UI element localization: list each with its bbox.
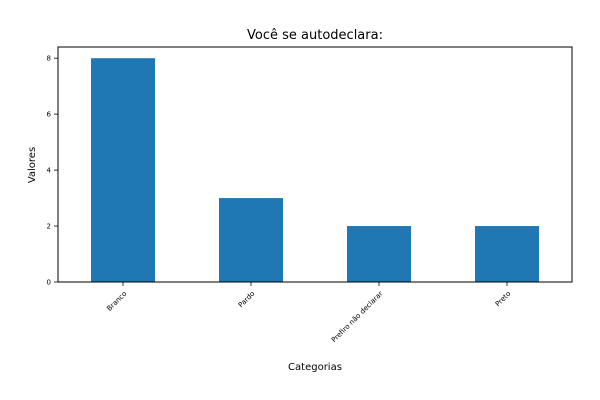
plot-frame (57, 46, 573, 283)
bar-pardo (219, 198, 283, 282)
x-tick-label: Preto (494, 290, 512, 308)
y-tick-label: 6 (47, 111, 52, 119)
x-axis-label: Categorias (288, 362, 342, 373)
x-axis: Branco Pardo Prefiro não declarar Preto (105, 282, 512, 344)
y-tick-label: 4 (47, 167, 52, 175)
x-tick-label: Branco (105, 290, 128, 313)
y-tick-label: 8 (47, 55, 51, 63)
y-tick-label: 0 (47, 279, 51, 287)
x-tick-label: Pardo (237, 290, 257, 310)
x-tick-label: Prefiro não declarar (330, 290, 384, 344)
bar-preto (475, 226, 539, 282)
plot-area (91, 58, 539, 282)
chart-title: Você se autodeclara: (247, 28, 383, 43)
y-axis-label: Valores (27, 147, 38, 183)
bar-branco (91, 58, 155, 282)
y-tick-label: 2 (47, 223, 51, 231)
y-axis: 0 2 4 6 8 (47, 55, 58, 287)
bar-prefiro-n-o-declarar (347, 226, 411, 282)
